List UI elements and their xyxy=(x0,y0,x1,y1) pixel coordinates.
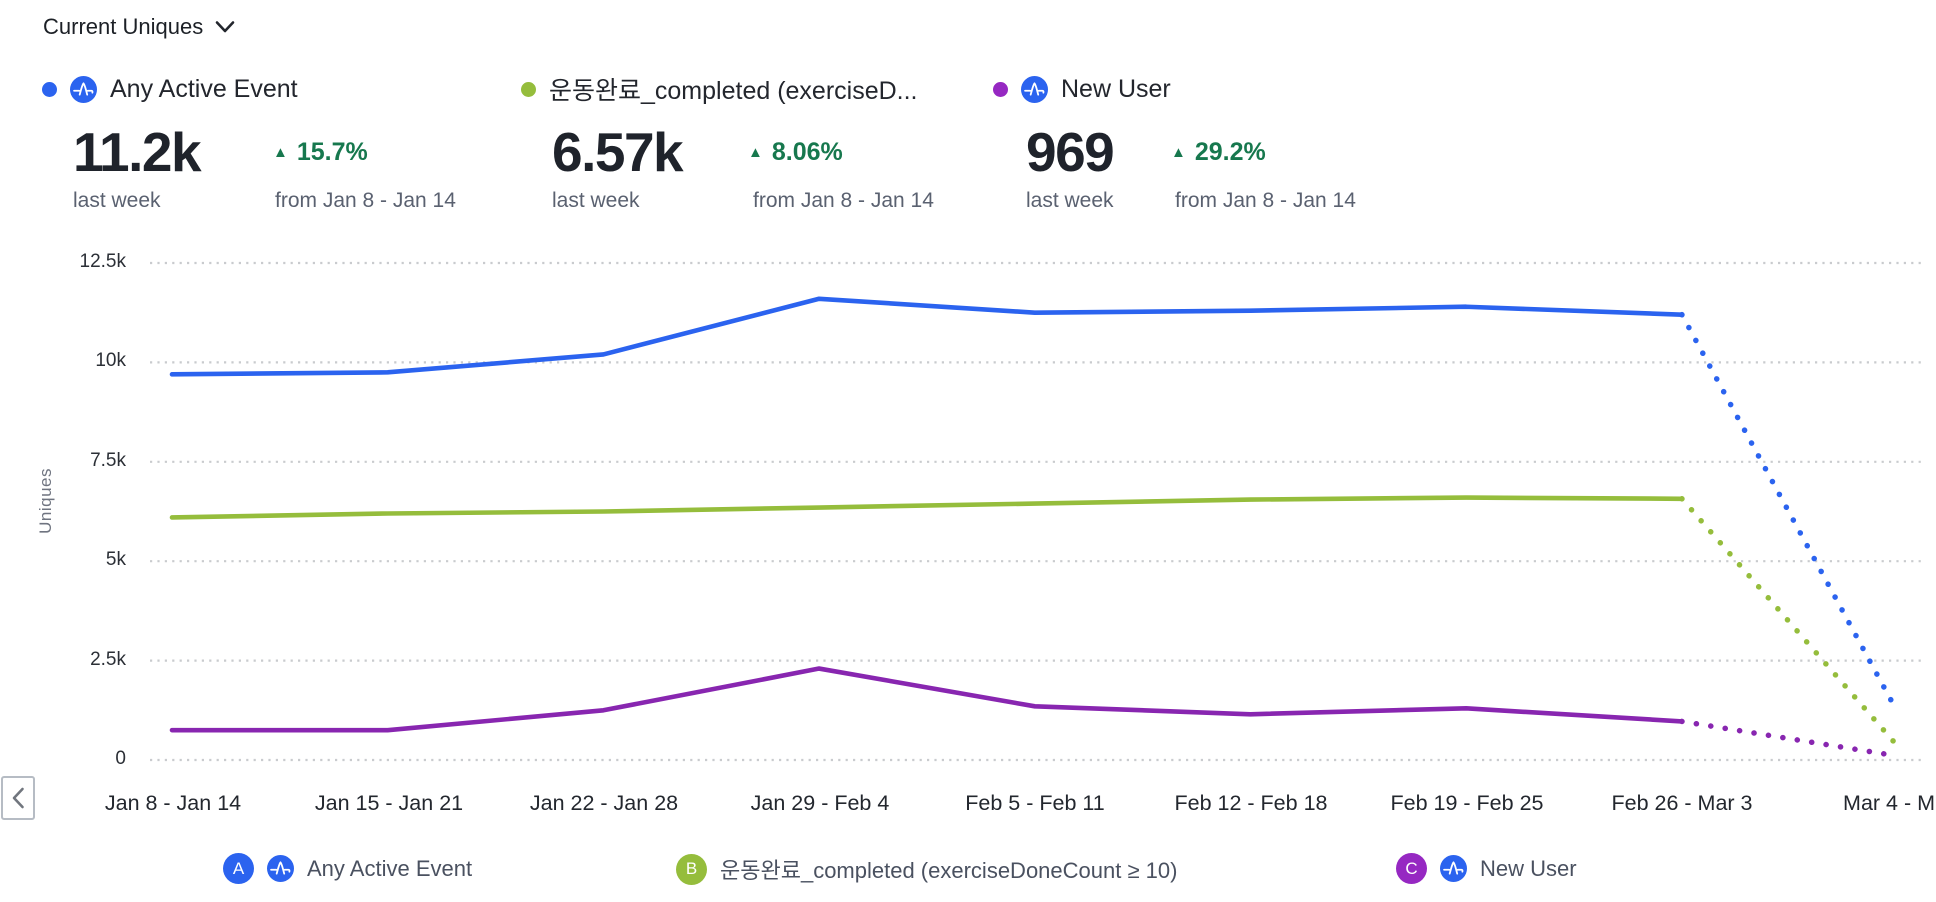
metric-period-label: last week xyxy=(1026,189,1114,212)
metric-delta-value: 29.2% xyxy=(1194,137,1266,166)
metric-delta: ▲ 8.06% xyxy=(748,138,843,167)
legend-label: 운동완료_completed (exerciseDoneCount ≥ 10) xyxy=(720,858,1178,883)
x-axis-tick: Feb 5 - Feb 11 xyxy=(965,791,1105,815)
metric-selector-dropdown[interactable]: Current Uniques xyxy=(43,14,235,40)
y-axis-tick: 0 xyxy=(115,748,126,769)
x-axis-tick: Feb 26 - Mar 3 xyxy=(1611,791,1753,815)
triangle-up-icon: ▲ xyxy=(748,143,763,161)
y-axis-tick: 2.5k xyxy=(90,649,126,670)
metric-period-label: last week xyxy=(73,189,161,212)
legend-badge-a: A xyxy=(223,853,254,884)
chevron-left-icon xyxy=(12,787,24,809)
x-axis-tick: Jan 8 - Jan 14 xyxy=(104,791,242,815)
y-axis-title: Uniques xyxy=(36,468,55,534)
metric-card-header: Any Active Event xyxy=(42,70,456,108)
chevron-down-icon xyxy=(215,21,235,33)
metric-compare-label: from Jan 8 - Jan 14 xyxy=(753,189,934,212)
legend-badge-b: B xyxy=(676,853,707,885)
metric-delta-value: 8.06% xyxy=(771,137,843,166)
y-axis-tick: 10k xyxy=(95,350,126,371)
metric-card-title: New User xyxy=(1061,74,1171,103)
triangle-up-icon: ▲ xyxy=(273,143,288,161)
metric-value: 969 xyxy=(1026,121,1115,183)
metric-card-any-active-event: Any Active Event 11.2k ▲ 15.7% last week… xyxy=(42,70,456,214)
x-axis-tick: Mar 4 - M... xyxy=(1843,791,1936,815)
metric-delta: ▲ 15.7% xyxy=(273,138,368,167)
y-axis-tick: 7.5k xyxy=(90,450,126,471)
metric-card-title: 운동완료_completed (exerciseD... xyxy=(549,77,918,105)
metric-selector-label: Current Uniques xyxy=(43,14,204,39)
series-color-dot xyxy=(521,81,536,97)
legend-item-exercise-completed[interactable]: B 운동완료_completed (exerciseDoneCount ≥ 10… xyxy=(676,853,1177,885)
metric-card-exercise-completed: 운동완료_completed (exerciseD... 6.57k ▲ 8.0… xyxy=(521,70,934,214)
metric-delta: ▲ 29.2% xyxy=(1171,138,1266,167)
metric-card-header: 운동완료_completed (exerciseD... xyxy=(521,70,934,108)
metric-compare-label: from Jan 8 - Jan 14 xyxy=(275,189,456,212)
metric-card-new-user: New User 969 ▲ 29.2% last week from Jan … xyxy=(993,70,1356,214)
legend-label: Any Active Event xyxy=(307,855,473,881)
y-axis-tick: 5k xyxy=(105,549,126,570)
x-axis-tick: Feb 19 - Feb 25 xyxy=(1390,791,1544,815)
x-axis-tick: Jan 22 - Jan 28 xyxy=(529,791,679,815)
series-color-dot xyxy=(993,81,1008,97)
legend-badge-c: C xyxy=(1396,853,1427,884)
amplitude-event-icon xyxy=(1021,75,1048,103)
triangle-up-icon: ▲ xyxy=(1171,143,1186,161)
x-axis-tick: Feb 12 - Feb 18 xyxy=(1174,791,1328,815)
y-axis-tick: 12.5k xyxy=(79,251,126,272)
amplitude-event-icon xyxy=(70,75,97,103)
legend-item-new-user[interactable]: C New User xyxy=(1396,853,1577,884)
scroll-left-button[interactable] xyxy=(1,776,35,820)
metric-value: 6.57k xyxy=(552,121,684,183)
metric-value: 11.2k xyxy=(73,121,202,183)
amplitude-event-icon xyxy=(1440,855,1467,882)
metric-delta-value: 15.7% xyxy=(296,137,368,166)
metric-period-label: last week xyxy=(552,189,640,212)
metric-card-title: Any Active Event xyxy=(110,74,298,103)
legend-label: New User xyxy=(1480,855,1577,881)
x-axis-tick: Jan 29 - Feb 4 xyxy=(750,791,890,815)
legend-item-any-active-event[interactable]: A Any Active Event xyxy=(223,853,472,884)
x-axis-tick: Jan 15 - Jan 21 xyxy=(314,791,464,815)
amplitude-event-icon xyxy=(267,855,294,882)
metric-compare-label: from Jan 8 - Jan 14 xyxy=(1175,189,1356,212)
metric-card-header: New User xyxy=(993,70,1356,108)
series-color-dot xyxy=(42,81,57,97)
